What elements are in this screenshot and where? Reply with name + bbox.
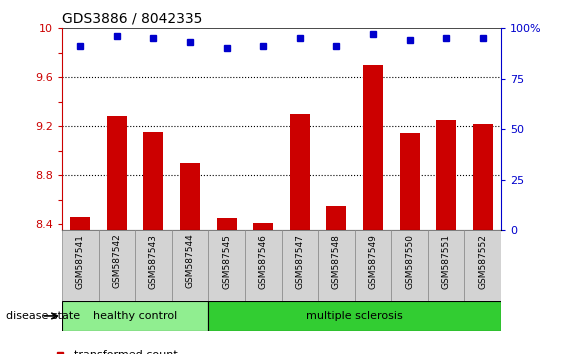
Bar <box>99 230 135 301</box>
Text: GSM587551: GSM587551 <box>442 234 450 289</box>
Bar <box>135 230 172 301</box>
Text: GSM587548: GSM587548 <box>332 234 341 289</box>
Bar <box>400 133 419 230</box>
Bar <box>464 230 501 301</box>
Bar <box>245 230 282 301</box>
Bar <box>363 65 383 230</box>
Bar <box>290 114 310 230</box>
Text: GSM587541: GSM587541 <box>76 234 84 289</box>
Text: GSM587543: GSM587543 <box>149 234 158 289</box>
Bar <box>172 230 208 301</box>
Text: GSM587544: GSM587544 <box>186 234 194 289</box>
Text: GSM587545: GSM587545 <box>222 234 231 289</box>
Bar <box>107 116 127 230</box>
Bar <box>473 124 493 230</box>
Bar <box>282 230 318 301</box>
Text: GSM587547: GSM587547 <box>296 234 304 289</box>
Bar <box>391 230 428 301</box>
Bar <box>436 120 456 230</box>
Bar <box>144 132 163 230</box>
Text: multiple sclerosis: multiple sclerosis <box>306 311 403 321</box>
Text: transformed count: transformed count <box>74 350 177 354</box>
Text: GSM587549: GSM587549 <box>369 234 377 289</box>
Text: GSM587546: GSM587546 <box>259 234 267 289</box>
Text: GSM587552: GSM587552 <box>479 234 487 289</box>
Text: GSM587550: GSM587550 <box>405 234 414 289</box>
Bar <box>70 217 90 230</box>
Bar <box>428 230 464 301</box>
Text: disease state: disease state <box>6 311 80 321</box>
Bar <box>62 230 99 301</box>
Text: healthy control: healthy control <box>93 311 177 321</box>
Bar <box>208 230 245 301</box>
Bar <box>62 301 208 331</box>
Bar <box>217 218 236 230</box>
Bar <box>318 230 355 301</box>
Text: GDS3886 / 8042335: GDS3886 / 8042335 <box>62 12 202 26</box>
Bar <box>180 163 200 230</box>
Bar <box>355 230 391 301</box>
Bar <box>327 206 346 230</box>
Bar <box>208 301 501 331</box>
Bar <box>253 223 273 230</box>
Text: GSM587542: GSM587542 <box>113 234 121 289</box>
